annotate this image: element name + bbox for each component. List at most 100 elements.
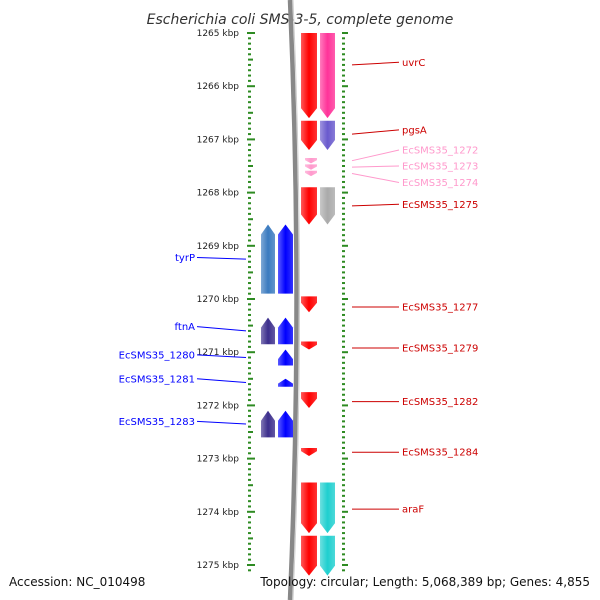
ruler-tick [248, 303, 251, 306]
ruler-tick [342, 106, 345, 109]
ruler-tick [248, 37, 251, 40]
label-leader-line [351, 149, 400, 162]
ruler-tick [342, 303, 345, 306]
gene-label: EcSMS35_1275 [402, 200, 478, 211]
ruler-tick [248, 234, 251, 237]
ruler-tick [342, 207, 345, 210]
ruler-tick [342, 271, 345, 274]
ruler-tick [342, 335, 345, 338]
feature-block [320, 33, 335, 119]
ruler-tick [248, 212, 251, 215]
ruler-tick [248, 441, 251, 444]
ruler-tick [248, 69, 251, 72]
ruler-tick [248, 420, 251, 423]
ruler-tick [342, 553, 345, 556]
ruler-tick-label: 1267 kbp [197, 135, 240, 145]
label-leader-line [351, 129, 400, 135]
ruler-tick [248, 319, 251, 322]
ruler-tick [342, 255, 345, 258]
ruler-tick [342, 53, 345, 56]
label-leader-line [196, 378, 247, 384]
ruler-tick [248, 287, 251, 290]
ruler-tick [248, 500, 251, 503]
gene-label: araF [402, 505, 424, 516]
accession-text: Accession: NC_010498 [9, 575, 145, 589]
cds-block [278, 224, 293, 294]
ruler-tick [342, 569, 345, 572]
gene-label: EcSMS35_1281 [119, 374, 195, 385]
ruler-tick [248, 478, 251, 481]
feature-block [261, 317, 275, 345]
ruler-tick [247, 564, 255, 566]
ruler-tick [248, 489, 251, 492]
ruler-tick [342, 377, 345, 380]
ruler-tick [342, 351, 348, 354]
ruler-tick [247, 32, 255, 34]
ruler-tick [342, 441, 345, 444]
ruler-tick [342, 404, 348, 407]
genome-backbone [287, 0, 300, 600]
ruler-tick [248, 537, 253, 540]
ruler-tick [342, 292, 345, 295]
ruler-tick [342, 367, 345, 370]
feature-block [320, 535, 335, 576]
ruler-tick [342, 138, 348, 141]
label-leader-line [351, 61, 400, 66]
ruler-tick [342, 420, 345, 423]
ruler-tick [342, 154, 345, 157]
ruler-tick-label: 1270 kbp [197, 295, 240, 305]
ruler-tick [342, 298, 348, 300]
cds-block [278, 317, 293, 345]
ruler-tick [248, 58, 253, 61]
ruler-tick [248, 223, 251, 226]
gene-label: EcSMS35_1273 [402, 162, 478, 173]
ruler-tick [248, 553, 251, 556]
ruler-tick [247, 138, 255, 141]
ruler-tick-label: 1268 kbp [197, 189, 240, 199]
cds-block [301, 33, 317, 119]
ruler-tick [247, 85, 255, 88]
ruler-tick [248, 372, 251, 375]
gene-label: EcSMS35_1274 [402, 178, 478, 189]
ruler-tick [342, 191, 348, 194]
gene-label: EcSMS35_1277 [402, 302, 478, 313]
ruler-tick [248, 308, 251, 311]
cds-block [301, 392, 317, 409]
label-leader-line [196, 257, 247, 260]
feature-block [305, 164, 317, 170]
ruler-tick [248, 260, 251, 263]
cds-block [301, 535, 317, 576]
ruler-tick [342, 239, 345, 242]
ruler-tick [342, 388, 345, 391]
ruler-tick [342, 63, 345, 66]
ruler-tick [247, 244, 255, 247]
ruler-tick [342, 170, 345, 173]
ruler-tick [248, 532, 251, 535]
ruler-tick [342, 79, 345, 82]
feature-block [261, 224, 275, 294]
ruler-tick-label: 1274 kbp [197, 508, 240, 518]
ruler-tick [248, 415, 251, 418]
cds-block [301, 341, 317, 350]
forward-feature-track [305, 33, 335, 576]
ruler-tick [342, 425, 345, 428]
ruler-tick [248, 42, 251, 45]
ruler-tick [248, 548, 251, 551]
ruler-tick [248, 324, 253, 327]
ruler-tick [342, 175, 345, 178]
ruler-tick [342, 415, 345, 418]
ruler-tick [342, 90, 345, 93]
cds-block [278, 349, 293, 366]
ruler-tick [248, 313, 251, 316]
ruler-tick [248, 63, 251, 66]
ruler-tick [342, 313, 345, 316]
ruler-tick [248, 521, 251, 524]
ruler-tick-label: 1265 kbp [197, 29, 240, 39]
ruler-tick [248, 526, 251, 529]
label-leader-line [351, 165, 400, 168]
ruler-tick [247, 457, 255, 460]
ruler-tick-label: 1272 kbp [197, 401, 240, 411]
ruler-tick [342, 228, 345, 231]
ruler-tick [342, 101, 345, 104]
